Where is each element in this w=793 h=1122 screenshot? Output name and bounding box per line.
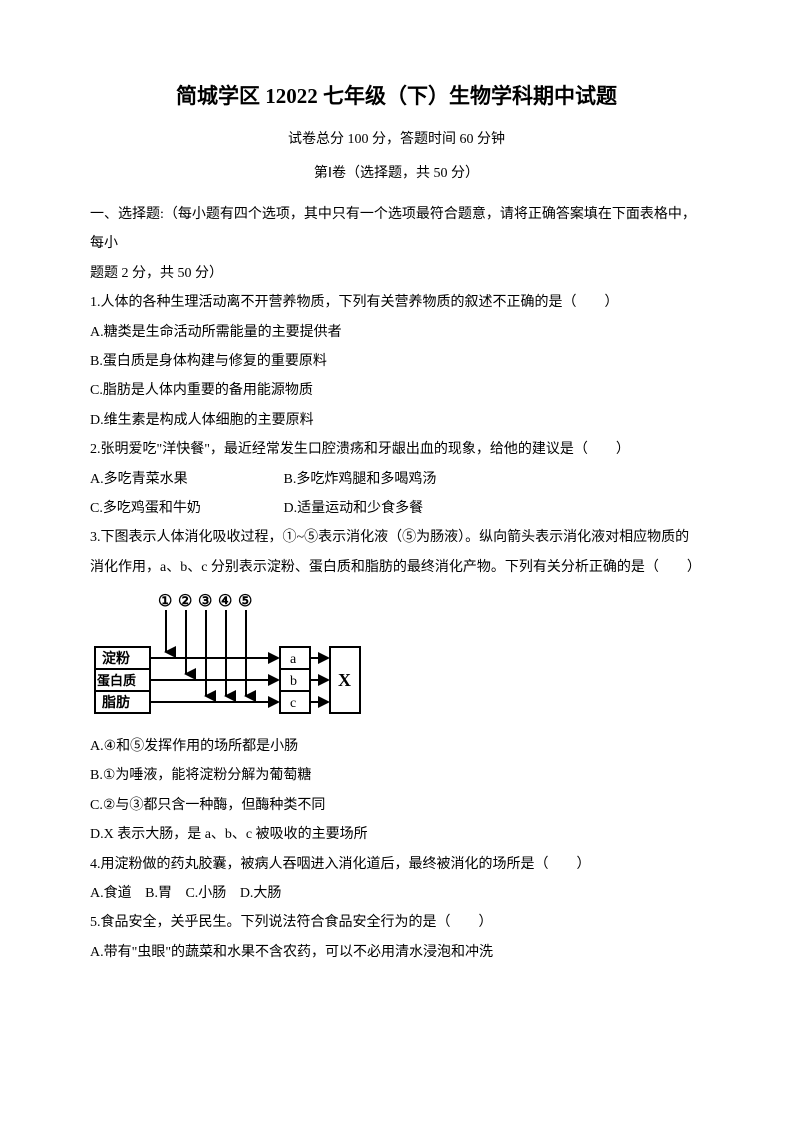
q1-stem: 1.人体的各种生理活动离不开营养物质，下列有关营养物质的叙述不正确的是（ ）	[90, 288, 703, 317]
instructions-line1: 一、选择题:（每小题有四个选项，其中只有一个选项最符合题意，请将正确答案填在下面…	[90, 200, 703, 259]
d-num2: ②	[178, 593, 192, 610]
exam-page: 简城学区 12022 七年级（下）生物学科期中试题 试卷总分 100 分，答题时…	[0, 0, 793, 1122]
q4-opts: A.食道 B.胃 C.小肠 D.大肠	[90, 879, 703, 908]
q2-optA: A.多吃青菜水果	[90, 465, 240, 494]
q2-row2: C.多吃鸡蛋和牛奶 D.适量运动和少食多餐	[90, 494, 703, 523]
d-a: a	[290, 652, 297, 667]
d-num4: ④	[218, 593, 232, 610]
q1-optB: B.蛋白质是身体构建与修复的重要原料	[90, 347, 703, 376]
exam-info: 试卷总分 100 分，答题时间 60 分钟	[90, 128, 703, 148]
q3-optA: A.④和⑤发挥作用的场所都是小肠	[90, 732, 703, 761]
q4-optA: A.食道	[90, 879, 132, 908]
q4-optD: D.大肠	[240, 879, 282, 908]
d-left3: 脂肪	[101, 694, 130, 711]
d-left1: 淀粉	[102, 650, 130, 667]
d-num3: ③	[198, 593, 212, 610]
q5-optA: A.带有"虫眼"的蔬菜和水果不含农药，可以不必用清水浸泡和冲洗	[90, 938, 703, 967]
q2-optC: C.多吃鸡蛋和牛奶	[90, 494, 240, 523]
q3-diagram: ① ② ③ ④ ⑤	[90, 592, 390, 722]
q1-optA: A.糖类是生命活动所需能量的主要提供者	[90, 318, 703, 347]
section-label: 第Ⅰ卷（选择题，共 50 分）	[90, 162, 703, 182]
q4-stem: 4.用淀粉做的药丸胶囊，被病人吞咽进入消化道后，最终被消化的场所是（ ）	[90, 850, 703, 879]
q2-row1: A.多吃青菜水果 B.多吃炸鸡腿和多喝鸡汤	[90, 465, 703, 494]
q1-optC: C.脂肪是人体内重要的备用能源物质	[90, 376, 703, 405]
d-b: b	[290, 674, 297, 689]
instructions-line2: 题题 2 分，共 50 分）	[90, 259, 703, 288]
q2-stem: 2.张明爱吃"洋快餐"，最近经常发生口腔溃疡和牙龈出血的现象，给他的建议是（ ）	[90, 435, 703, 464]
d-c: c	[290, 696, 296, 711]
q4-optC: C.小肠	[185, 879, 226, 908]
q3-stem: 3.下图表示人体消化吸收过程，①~⑤表示消化液（⑤为肠液）。纵向箭头表示消化液对…	[90, 523, 703, 582]
q2-optD: D.适量运动和少食多餐	[284, 494, 424, 523]
q3-optD: D.X 表示大肠，是 a、b、c 被吸收的主要场所	[90, 820, 703, 849]
d-x: X	[338, 670, 351, 690]
d-left2: 蛋白质	[97, 673, 136, 688]
q3-optB: B.①为唾液，能将淀粉分解为葡萄糖	[90, 761, 703, 790]
q5-stem: 5.食品安全，关乎民生。下列说法符合食品安全行为的是（ ）	[90, 908, 703, 937]
q2-optB: B.多吃炸鸡腿和多喝鸡汤	[284, 465, 437, 494]
q1-optD: D.维生素是构成人体细胞的主要原料	[90, 406, 703, 435]
d-num1: ①	[158, 593, 172, 610]
d-num5: ⑤	[238, 593, 252, 610]
q3-optC: C.②与③都只含一种酶，但酶种类不同	[90, 791, 703, 820]
page-title: 简城学区 12022 七年级（下）生物学科期中试题	[90, 80, 703, 110]
q4-optB: B.胃	[145, 879, 172, 908]
